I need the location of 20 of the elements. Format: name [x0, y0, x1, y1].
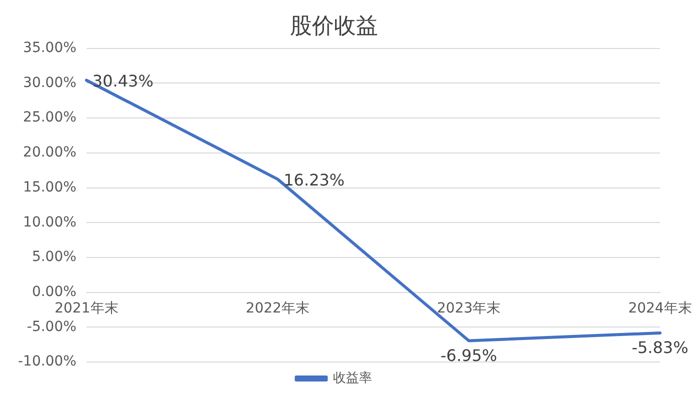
- legend-label: 收益率: [332, 370, 372, 386]
- y-tick-label: 30.00%: [23, 74, 76, 91]
- x-tick-label: 2021年末: [54, 300, 118, 316]
- x-tick-label: 2022年末: [246, 300, 310, 316]
- x-tick-label: 2023年末: [436, 300, 501, 316]
- y-tick-label: 25.00%: [23, 110, 76, 126]
- data-label: -6.95%: [440, 346, 498, 365]
- y-tick-label: 35.00%: [23, 40, 76, 56]
- chart-title: 股价收益: [290, 14, 378, 39]
- data-label: -5.83%: [632, 338, 688, 358]
- x-tick-label: 2024年末: [628, 300, 692, 316]
- y-tick-label: -5.00%: [26, 318, 76, 335]
- y-tick-label: 5.00%: [32, 249, 76, 266]
- data-label: 16.23%: [284, 170, 345, 190]
- y-tick-label: 10.00%: [23, 214, 76, 230]
- y-tick-label: 0.00%: [32, 284, 76, 300]
- y-tick-label: -10.00%: [18, 354, 76, 370]
- y-tick-label: 15.00%: [23, 179, 76, 196]
- data-label: 30.43%: [92, 71, 154, 90]
- y-tick-label: 20.00%: [23, 144, 76, 161]
